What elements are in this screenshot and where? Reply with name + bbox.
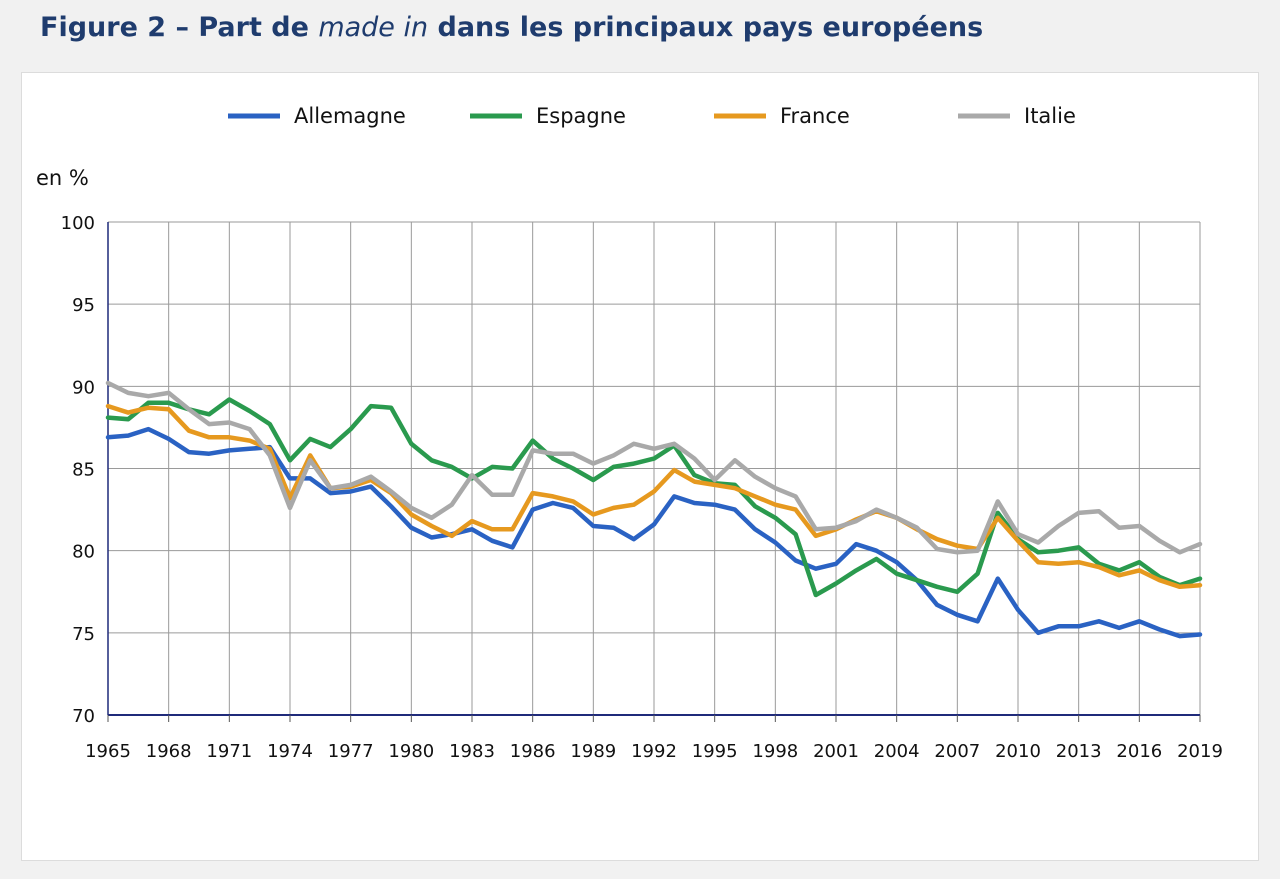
series-line-allemagne bbox=[105, 426, 1203, 639]
axes: 1965 1968 1971 1974 1977 1980 1983 1986 1989 1992… bbox=[61, 213, 1223, 762]
x-tick-label-1980: 1980 bbox=[388, 741, 434, 762]
x-tick-label-2016: 2016 bbox=[1116, 741, 1162, 762]
legend-label-allemagne: Allemagne bbox=[294, 104, 406, 128]
x-tick-label-2010: 2010 bbox=[995, 741, 1041, 762]
x-tick-label-1977: 1977 bbox=[328, 741, 374, 762]
series-lines bbox=[105, 380, 1203, 639]
x-tick-label-2004: 2004 bbox=[874, 741, 920, 762]
figure-title-prefix: Figure 2 – Part de bbox=[40, 12, 319, 43]
x-tick-label-1974: 1974 bbox=[267, 741, 313, 762]
y-tick-label-90: 90 bbox=[72, 377, 95, 398]
x-tick-label-1983: 1983 bbox=[449, 741, 495, 762]
figure-title-emphasis: made in bbox=[318, 12, 429, 43]
x-tick-label-1971: 1971 bbox=[206, 741, 252, 762]
x-tick-label-1998: 1998 bbox=[752, 741, 798, 762]
x-tick-label-1968: 1968 bbox=[146, 741, 192, 762]
y-tick-label-95: 95 bbox=[72, 295, 95, 316]
gridlines bbox=[107, 221, 1201, 716]
legend: Allemagne Espagne France Italie bbox=[228, 104, 1076, 128]
y-axis-unit-label: en % bbox=[36, 166, 89, 190]
series-line-france bbox=[105, 403, 1203, 590]
y-tick-label-85: 85 bbox=[72, 460, 95, 481]
x-tick-label-1995: 1995 bbox=[692, 741, 738, 762]
y-tick-label-75: 75 bbox=[72, 624, 95, 645]
legend-label-espagne: Espagne bbox=[536, 104, 626, 128]
x-tick-label-2001: 2001 bbox=[813, 741, 859, 762]
y-tick-label-70: 70 bbox=[72, 706, 95, 727]
y-tick-label-80: 80 bbox=[72, 542, 95, 563]
y-tick-label-100: 100 bbox=[61, 213, 95, 234]
figure-title-suffix: dans les principaux pays européens bbox=[428, 12, 984, 43]
series-line-italie bbox=[105, 380, 1203, 555]
x-tick-label-2019: 2019 bbox=[1177, 741, 1223, 762]
chart-panel bbox=[21, 72, 1259, 861]
x-tick-label-1965: 1965 bbox=[85, 741, 131, 762]
x-tick-label-1989: 1989 bbox=[570, 741, 616, 762]
legend-label-france: France bbox=[780, 104, 850, 128]
figure-title: Figure 2 – Part de made in dans les prin… bbox=[40, 12, 983, 43]
x-tick-label-2013: 2013 bbox=[1056, 741, 1102, 762]
x-tick-label-1986: 1986 bbox=[510, 741, 556, 762]
legend-label-italie: Italie bbox=[1024, 104, 1076, 128]
x-tick-label-1992: 1992 bbox=[631, 741, 677, 762]
x-tick-label-2007: 2007 bbox=[934, 741, 980, 762]
